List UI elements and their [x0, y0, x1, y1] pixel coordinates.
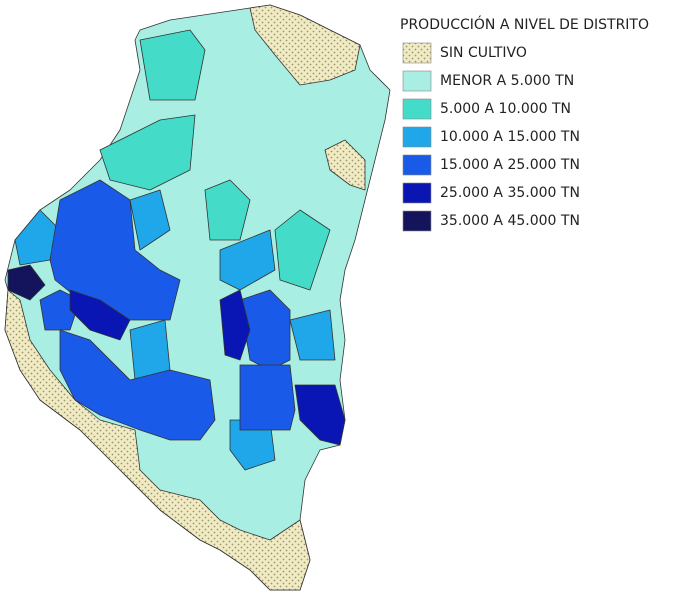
legend-label: 35.000 A 45.000 TN — [440, 213, 580, 229]
legend: SIN CULTIVO MENOR A 5.000 TN 5.000 A 10.00… — [402, 42, 580, 232]
legend-swatch — [402, 126, 432, 148]
legend-label: 15.000 A 25.000 TN — [440, 157, 580, 173]
legend-label: 5.000 A 10.000 TN — [440, 101, 571, 117]
district — [289, 309, 336, 361]
legend-swatch — [402, 98, 432, 120]
district — [59, 329, 216, 441]
district — [324, 139, 366, 191]
district — [274, 209, 331, 291]
legend-label: 25.000 A 35.000 TN — [440, 185, 580, 201]
district — [7, 264, 46, 301]
district — [219, 229, 276, 291]
legend-swatch — [402, 42, 432, 64]
district — [219, 289, 251, 361]
district — [139, 29, 206, 101]
legend-label: SIN CULTIVO — [440, 45, 527, 61]
district — [129, 319, 171, 381]
legend-label: 10.000 A 15.000 TN — [440, 129, 580, 145]
legend-title: PRODUCCIÓN A NIVEL DE DISTRITO — [400, 15, 649, 33]
district — [99, 114, 196, 191]
district — [249, 4, 361, 86]
legend-swatch — [402, 182, 432, 204]
district — [69, 289, 131, 341]
legend-swatch — [402, 70, 432, 92]
legend-swatch — [402, 154, 432, 176]
district — [204, 179, 251, 241]
district — [239, 364, 296, 431]
district — [129, 189, 171, 251]
legend-swatch — [402, 210, 432, 232]
district — [49, 179, 181, 321]
district — [4, 289, 311, 591]
legend-label: MENOR A 5.000 TN — [440, 73, 574, 89]
district — [294, 384, 346, 446]
province — [4, 4, 391, 591]
district — [239, 289, 291, 371]
